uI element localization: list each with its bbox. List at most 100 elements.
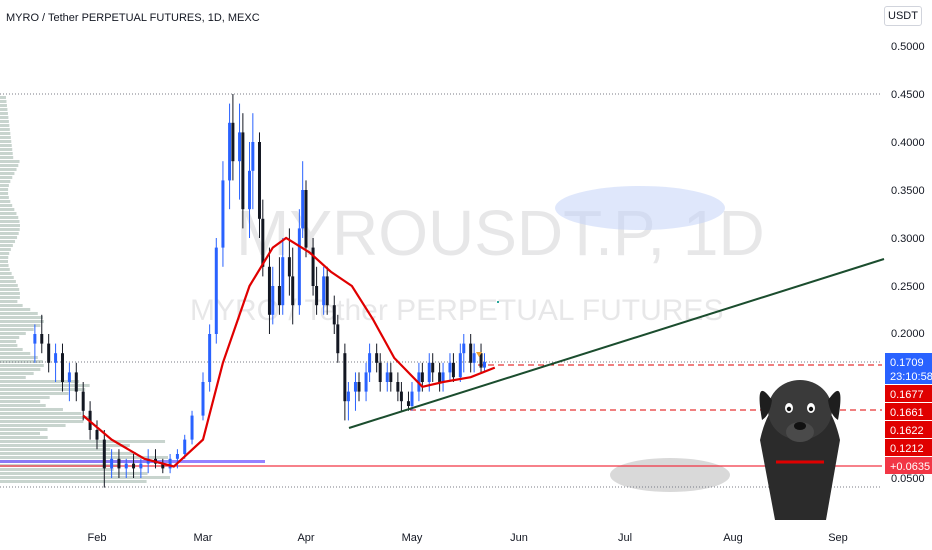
price-tick-label: 0.4000	[891, 137, 925, 149]
volume-bar	[0, 344, 18, 347]
price-axis[interactable]: 0.5000 0.4500 0.4000 0.3500 0.3000 0.2500 0.20…	[891, 41, 925, 485]
candle-body	[214, 247, 218, 334]
volume-bar	[0, 412, 82, 415]
candle-body	[190, 415, 194, 440]
volume-bar	[0, 184, 9, 187]
candle-body	[438, 372, 442, 382]
volume-bar	[0, 120, 9, 123]
trendline[interactable]	[348, 258, 885, 429]
volume-bar	[0, 400, 41, 403]
candle-body	[81, 391, 85, 411]
volume-bar	[0, 240, 16, 243]
blue-ellipse	[555, 186, 725, 230]
candlesticks	[33, 94, 486, 488]
support-trendline	[348, 258, 885, 429]
volume-bar	[0, 320, 44, 323]
time-tick-label: Jul	[618, 532, 632, 544]
volume-bar	[0, 404, 46, 407]
volume-bar	[0, 180, 11, 183]
candle-body	[375, 353, 379, 363]
volume-bar	[0, 348, 23, 351]
time-tick-label: Sep	[828, 532, 848, 544]
volume-bar	[0, 456, 168, 459]
candle-body	[472, 353, 476, 363]
volume-bar	[0, 292, 20, 295]
candle-body	[311, 247, 315, 286]
candle-body	[441, 372, 445, 382]
candle-body	[277, 286, 281, 306]
candle-body	[297, 228, 301, 306]
volume-bar	[0, 436, 48, 439]
volume-bar	[0, 380, 80, 383]
volume-bar	[0, 296, 20, 299]
candle-body	[399, 391, 403, 402]
volume-bar	[0, 352, 31, 355]
volume-bar	[0, 356, 38, 359]
candle-body	[241, 132, 245, 210]
candle-body	[469, 343, 473, 363]
volume-bar	[0, 376, 26, 379]
dog-left-ear	[759, 390, 772, 420]
signal-marker	[497, 301, 499, 303]
volume-bar	[0, 468, 114, 471]
volume-bar	[0, 264, 9, 267]
candle-body	[482, 361, 486, 368]
price-badge	[885, 385, 932, 402]
price-badge-text: 23:10:58	[890, 371, 932, 383]
volume-bar	[0, 156, 14, 159]
candle-body	[304, 190, 308, 248]
price-badge	[885, 439, 932, 456]
volume-bar	[0, 200, 11, 203]
volume-profile	[0, 96, 265, 483]
volume-bar	[0, 132, 11, 135]
dog-sticker	[759, 380, 841, 520]
dog-left-pupil	[786, 406, 792, 412]
candle-body	[110, 458, 114, 469]
volume-bar	[0, 176, 13, 179]
volume-bar	[0, 408, 63, 411]
volume-bar	[0, 472, 148, 475]
candle-body	[287, 257, 291, 277]
volume-bar	[0, 340, 17, 343]
candle-body	[139, 463, 143, 469]
candle-body	[332, 305, 336, 325]
volume-bar	[0, 252, 10, 255]
price-badge	[885, 403, 932, 420]
volume-bar	[0, 232, 19, 235]
candle-body	[325, 276, 329, 306]
volume-bar	[0, 256, 9, 259]
candle-body	[40, 334, 44, 344]
candle-body	[47, 343, 51, 363]
candle-body	[175, 454, 179, 459]
candle-body	[67, 372, 71, 382]
candle-body	[257, 142, 261, 219]
volume-bar	[0, 148, 13, 151]
candle-body	[346, 391, 350, 402]
candle-body	[479, 353, 483, 368]
volume-bar	[0, 392, 69, 395]
volume-bar	[0, 416, 90, 419]
candle-body	[271, 286, 275, 315]
candle-body	[161, 463, 165, 469]
time-tick-label: Jun	[510, 532, 528, 544]
volume-bar	[0, 116, 9, 119]
candle-body	[336, 324, 340, 354]
candle-body	[378, 362, 382, 382]
time-axis[interactable]: Feb Mar Apr May Jun Jul Aug Sep	[88, 532, 848, 544]
volume-bar	[0, 384, 90, 387]
time-tick-label: May	[402, 532, 423, 544]
candle-body	[146, 458, 150, 464]
price-tick-label: 0.2000	[891, 328, 925, 340]
currency-unit-button[interactable]: USDT	[884, 6, 922, 26]
price-badge-text: 0.1709	[890, 357, 924, 369]
candle-body	[228, 122, 232, 181]
volume-bar	[0, 328, 34, 331]
candle-body	[353, 382, 357, 392]
time-tick-label: Mar	[194, 532, 213, 544]
candle-body	[410, 391, 414, 406]
candle-body	[267, 266, 271, 315]
symbol-title[interactable]: MYRO / Tether PERPETUAL FUTURES, 1D, MEX…	[6, 12, 260, 24]
volume-bar	[0, 220, 20, 223]
